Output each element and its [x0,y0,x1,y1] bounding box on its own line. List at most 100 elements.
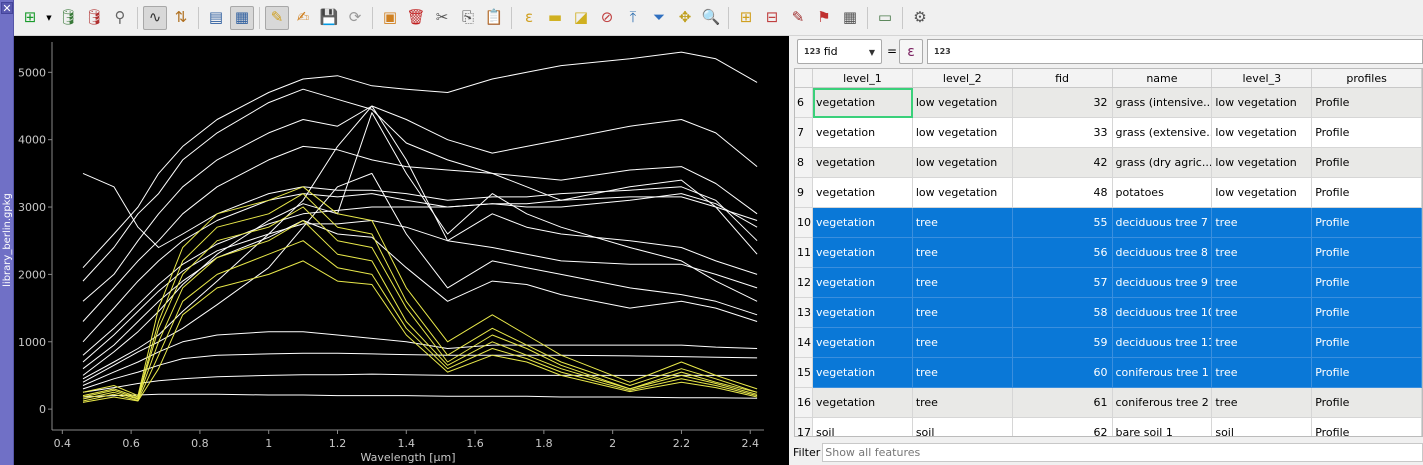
cell-fid[interactable]: 57 [1012,268,1113,298]
cell-level-2[interactable]: tree [912,328,1013,358]
row-number[interactable]: 14 [795,328,813,358]
toggle-editing-button[interactable]: ✎ [265,5,289,30]
table-view-button[interactable]: ▦ [230,5,254,30]
row-number[interactable]: 17 [795,418,813,436]
table-row[interactable]: 16 vegetation tree 61 coniferous tree 2 tree P… [795,388,1422,418]
cell-name[interactable]: coniferous tree 1 [1112,358,1213,388]
value-input[interactable]: 123 [927,39,1423,64]
row-number[interactable]: 9 [795,178,813,208]
filter-button[interactable]: ⏷ [647,6,671,30]
reload-button[interactable]: ⟳ [343,6,367,30]
cell-level-1[interactable]: vegetation [812,88,913,118]
column-header-level-2[interactable]: level_2 [913,69,1013,87]
save-edits-button[interactable]: 💾 [317,6,341,30]
cell-fid[interactable]: 58 [1012,298,1113,328]
cell-profiles[interactable]: Profile [1312,148,1422,178]
cell-fid[interactable]: 60 [1012,358,1113,388]
dock-title-bar[interactable]: ✕ library_berlin.gpkg [0,0,14,465]
cell-level-1[interactable]: vegetation [812,388,913,418]
zoom-to-selection-button[interactable]: 🔍 [699,6,723,30]
cell-profiles[interactable]: Profile [1312,178,1422,208]
filter-combo[interactable]: Show all features [822,443,1423,462]
multi-edit-button[interactable]: ✍ [291,6,315,30]
cell-name[interactable]: deciduous tree 7 [1112,208,1213,238]
column-header-profiles[interactable]: profiles [1312,69,1422,87]
cell-level-3[interactable]: tree [1212,358,1313,388]
cell-level-2[interactable]: tree [912,358,1013,388]
cell-name[interactable]: coniferous tree 2 [1112,388,1213,418]
row-number[interactable]: 10 [795,208,813,238]
deselect-button[interactable]: ⊘ [595,6,619,30]
invert-selection-button[interactable]: ◪ [569,6,593,30]
row-number[interactable]: 7 [795,118,813,148]
column-header-level-1[interactable]: level_1 [813,69,913,87]
spectral-profile-button[interactable]: ∿ [143,5,167,30]
remove-database-button[interactable]: 🛢 [82,6,106,30]
cell-profiles[interactable]: Profile [1312,208,1422,238]
cell-fid[interactable]: 61 [1012,388,1113,418]
select-by-expression-button[interactable]: ε [517,6,541,30]
dock-button[interactable]: ▭ [873,6,897,30]
cell-level-2[interactable]: tree [912,238,1013,268]
sort-button[interactable]: ⇅ [169,6,193,30]
row-number[interactable]: 15 [795,358,813,388]
cell-fid[interactable]: 42 [1012,148,1113,178]
table-row[interactable]: 9 vegetation low vegetation 48 potatoes low v… [795,178,1422,208]
table-row[interactable]: 17 soil soil 62 bare soil 1 soil Profile [795,418,1422,436]
cell-fid[interactable]: 56 [1012,238,1113,268]
column-header-name[interactable]: name [1113,69,1213,87]
cell-level-3[interactable]: tree [1212,268,1313,298]
row-number-header[interactable] [795,69,813,87]
add-feature-dropdown[interactable]: ▼ [44,6,54,30]
add-database-button[interactable]: 🛢 [56,6,80,30]
spectral-plot-svg[interactable]: 0 1000 2000 3000 4000 5000 0.4 0.6 0.8 1 1.2 1.4 1.6… [14,36,789,465]
table-row[interactable]: 14 vegetation tree 59 deciduous tree 11 tree P… [795,328,1422,358]
field-calculator-button[interactable]: ✎ [786,6,810,30]
cell-level-1[interactable]: vegetation [812,328,913,358]
select-all-button[interactable]: ▬ [543,6,567,30]
cell-profiles[interactable]: Profile [1312,238,1422,268]
cell-level-1[interactable]: vegetation [812,208,913,238]
cell-name[interactable]: deciduous tree 8 [1112,238,1213,268]
cell-fid[interactable]: 32 [1012,88,1113,118]
table-row[interactable]: 15 vegetation tree 60 coniferous tree 1 tree P… [795,358,1422,388]
cell-profiles[interactable]: Profile [1312,358,1422,388]
copy-button[interactable]: ⎘ [456,6,480,30]
cell-level-2[interactable]: soil [913,418,1013,436]
cell-level-2[interactable]: tree [912,388,1013,418]
expression-builder-button[interactable]: ε [899,39,923,64]
cell-level-3[interactable]: low vegetation [1212,118,1313,148]
row-number[interactable]: 6 [795,88,813,118]
cell-level-3[interactable]: low vegetation [1212,88,1313,118]
cell-profiles[interactable]: Profile [1312,268,1422,298]
cell-profiles[interactable]: Profile [1312,328,1422,358]
delete-column-button[interactable]: ⊟ [760,6,784,30]
move-selection-top-button[interactable]: ⤒ [621,6,645,30]
cell-profiles[interactable]: Profile [1312,118,1422,148]
delete-button[interactable]: 🗑 [404,6,428,30]
cell-fid[interactable]: 55 [1012,208,1113,238]
table-row[interactable]: 10 vegetation tree 55 deciduous tree 7 tree Pr… [795,208,1422,238]
cell-level-2[interactable]: tree [912,268,1013,298]
table-row[interactable]: 7 vegetation low vegetation 33 grass (extens… [795,118,1422,148]
cell-profiles[interactable]: Profile [1312,88,1422,118]
cell-level-1[interactable]: vegetation [812,118,913,148]
cell-level-2[interactable]: low vegetation [912,88,1013,118]
cell-profiles[interactable]: Profile [1312,298,1422,328]
cell-name[interactable]: grass (dry agric... [1112,148,1213,178]
form-view-button[interactable]: ▤ [204,6,228,30]
cell-level-1[interactable]: vegetation [812,358,913,388]
cell-level-3[interactable]: low vegetation [1212,178,1313,208]
table-row[interactable]: 8 vegetation low vegetation 42 grass (dry ag… [795,148,1422,178]
cell-name[interactable]: grass (extensive... [1112,118,1213,148]
column-header-fid[interactable]: fid [1013,69,1113,87]
dock-close-button[interactable]: ✕ [1,2,13,15]
cell-fid[interactable]: 33 [1012,118,1113,148]
cell-profiles[interactable]: Profile [1312,388,1422,418]
table-row[interactable]: 6 vegetation low vegetation 32 grass (intens… [795,88,1422,118]
settings-button[interactable]: ⚙ [908,6,932,30]
cell-fid[interactable]: 48 [1012,178,1113,208]
table-row[interactable]: 12 vegetation tree 57 deciduous tree 9 tree Pr… [795,268,1422,298]
row-number[interactable]: 11 [795,238,813,268]
cell-level-2[interactable]: tree [912,298,1013,328]
